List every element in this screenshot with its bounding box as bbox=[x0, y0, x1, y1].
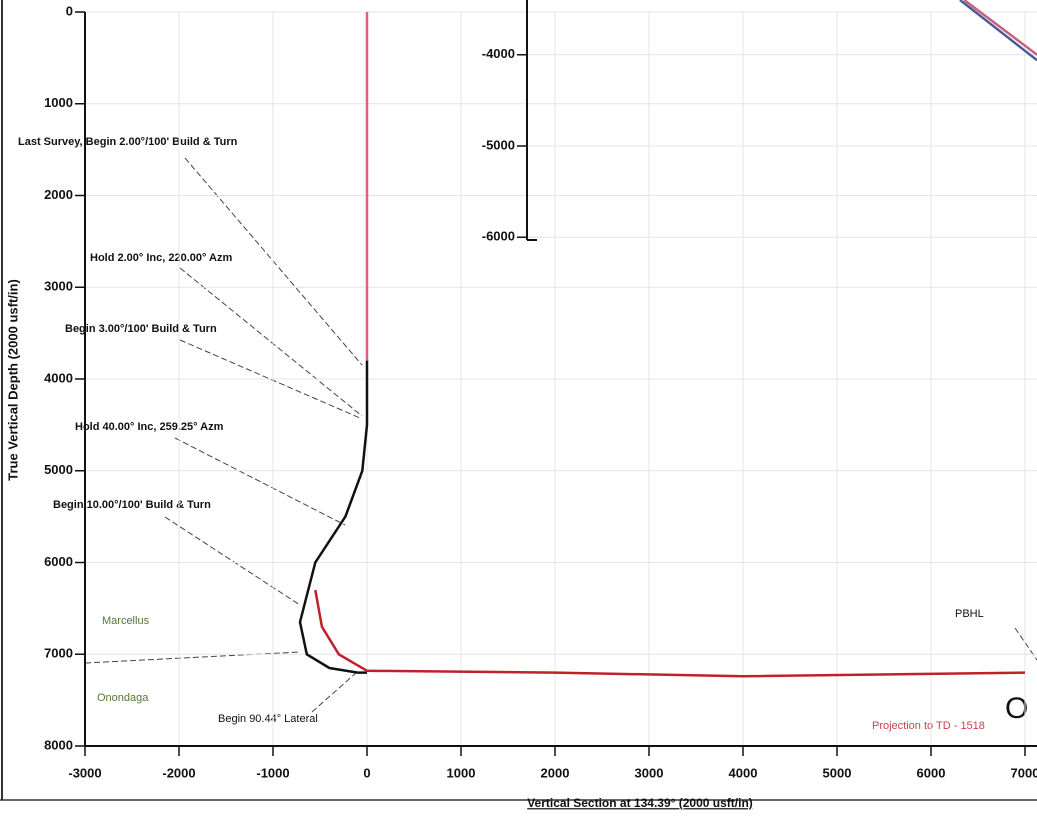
y-tick-label: 2000 bbox=[44, 187, 73, 202]
trajectory-line bbox=[314, 589, 1026, 678]
leader-line bbox=[1014, 627, 1037, 661]
x-tick-label: 1000 bbox=[447, 765, 476, 780]
x-tick-label: 7000 bbox=[1011, 765, 1037, 780]
x-tick-label: 4000 bbox=[729, 765, 758, 780]
leader-line bbox=[164, 516, 301, 606]
leader-line bbox=[174, 437, 346, 526]
x-axis-label: Vertical Section at 134.39° (2000 usft/i… bbox=[527, 796, 753, 810]
annotation: Onondaga bbox=[97, 692, 149, 704]
y-tick-label: 8000 bbox=[44, 737, 73, 752]
annotations: Last Survey, Begin 2.00°/100' Build & Tu… bbox=[18, 136, 1037, 732]
annotation: Projection to TD - 1518 bbox=[872, 720, 985, 732]
trajectory-line bbox=[959, 0, 1037, 62]
leader-line bbox=[179, 339, 361, 419]
trajectory-line bbox=[963, 0, 1037, 56]
annotation: O bbox=[1005, 692, 1028, 725]
x-tick-label: 3000 bbox=[635, 765, 664, 780]
y-tick-label: 4000 bbox=[44, 370, 73, 385]
leader-line bbox=[84, 651, 301, 664]
trajectory-line bbox=[298, 360, 369, 674]
x-tick-label: -1000 bbox=[256, 765, 289, 780]
x-tick-label: 0 bbox=[363, 765, 370, 780]
y-tick-label: 1000 bbox=[44, 95, 73, 110]
y-tick-label: 7000 bbox=[44, 646, 73, 661]
y-tick-label: 3000 bbox=[44, 279, 73, 294]
annotation: Hold 40.00° Inc, 259.25° Azm bbox=[75, 421, 224, 433]
leader-line bbox=[311, 671, 358, 713]
annotation: Marcellus bbox=[102, 615, 150, 627]
y-tick-label: 0 bbox=[66, 3, 73, 18]
annotation: Hold 2.00° Inc, 220.00° Azm bbox=[90, 252, 232, 264]
x-tick-label: -3000 bbox=[68, 765, 101, 780]
annotation: Begin 10.00°/100' Build & Turn bbox=[53, 499, 211, 511]
annotation: Begin 90.44° Lateral bbox=[218, 713, 318, 725]
leader-line bbox=[179, 267, 363, 417]
x-tick-label: -2000 bbox=[162, 765, 195, 780]
x-tick-label: 6000 bbox=[917, 765, 946, 780]
y-tick-label: 6000 bbox=[44, 554, 73, 569]
y-tick-label: -4000 bbox=[482, 46, 515, 61]
annotation: PBHL bbox=[955, 608, 984, 620]
y-axis-label: True Vertical Depth (2000 usft/in) bbox=[5, 279, 20, 481]
y-tick-label: 5000 bbox=[44, 462, 73, 477]
x-tick-label: 2000 bbox=[541, 765, 570, 780]
annotation: Last Survey, Begin 2.00°/100' Build & Tu… bbox=[18, 136, 238, 148]
annotation: Begin 3.00°/100' Build & Turn bbox=[65, 323, 217, 335]
x-tick-label: 5000 bbox=[823, 765, 852, 780]
y-tick-label: -6000 bbox=[482, 229, 515, 244]
y-tick-label: -5000 bbox=[482, 137, 515, 152]
